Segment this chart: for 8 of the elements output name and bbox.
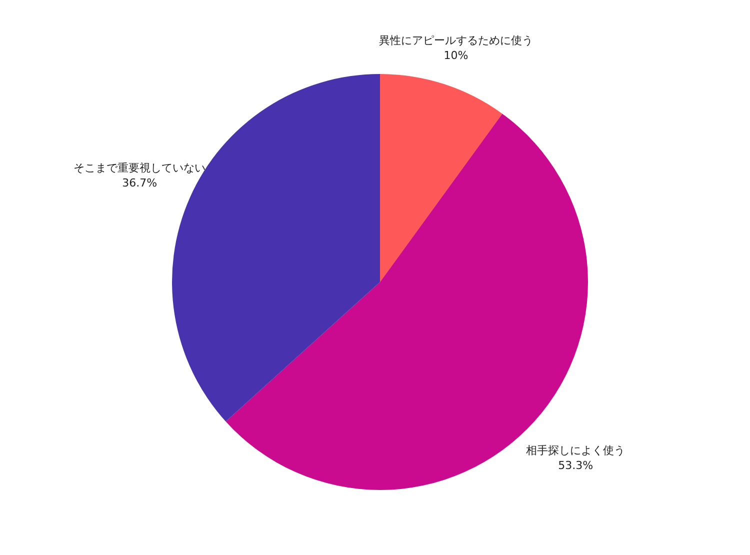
data-label: 53.3% [558,458,594,472]
pie-slice [172,74,380,422]
data-label: 36.7% [122,176,158,190]
data-label: 10% [444,49,468,62]
slice-label: そこまで重要視していない [74,161,206,174]
slice-label: 異性にアピールするために使う [379,34,534,48]
pie-slice [380,74,502,282]
slice-label: 相手探しによく使う [526,444,626,457]
